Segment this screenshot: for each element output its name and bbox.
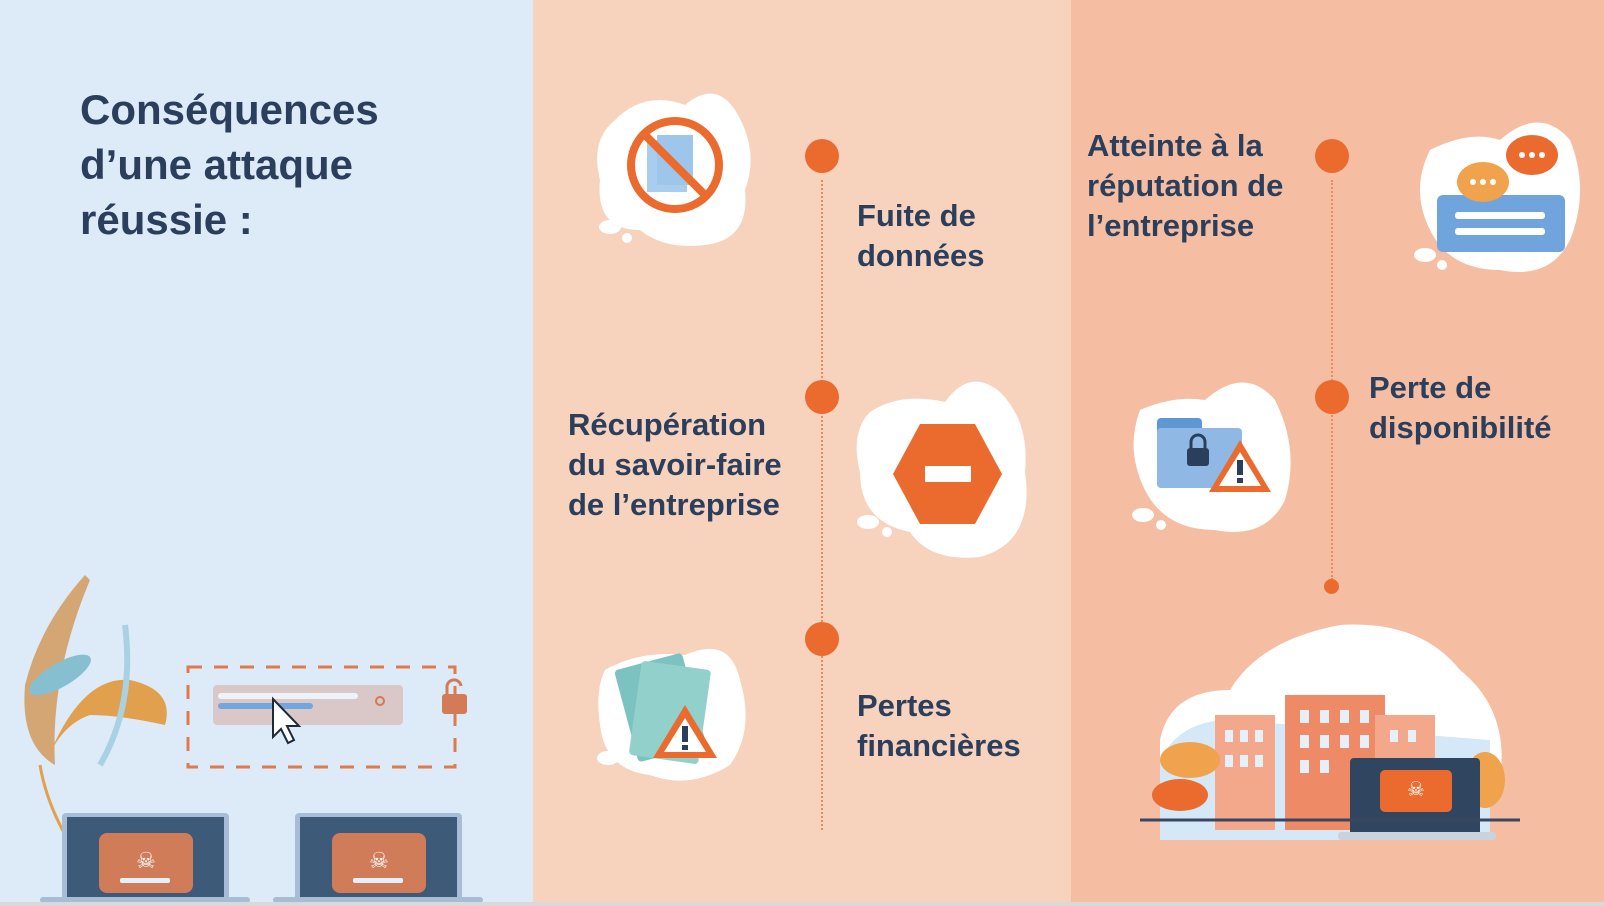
- item-line: Perte de: [1369, 370, 1492, 405]
- item-fuite-de-donnees: Fuite de données: [857, 196, 984, 276]
- timeline-dot: [1315, 139, 1349, 173]
- title-line: d’une attaque: [80, 141, 354, 188]
- item-atteinte-reputation: Atteinte à la réputation de l’entreprise: [1087, 126, 1283, 246]
- item-line: Récupération: [568, 407, 767, 442]
- item-line: réputation de: [1087, 168, 1284, 203]
- item-line: de l’entreprise: [568, 487, 780, 522]
- title-line: réussie :: [80, 196, 253, 243]
- hacked-laptops-illustration: ☠ ☠: [24, 575, 483, 902]
- item-line: Pertes: [857, 688, 952, 723]
- timeline-dot: [805, 380, 839, 414]
- no-data-icon: [597, 93, 751, 247]
- svg-text:☠: ☠: [369, 848, 389, 873]
- item-line: disponibilité: [1369, 410, 1552, 445]
- timeline-dot: [805, 139, 839, 173]
- item-recuperation-savoir-faire: Récupération du savoir-faire de l’entrep…: [568, 405, 782, 525]
- item-line: financières: [857, 728, 1021, 763]
- locked-folder-warning-icon: [1132, 382, 1291, 532]
- timeline-dot: [1315, 380, 1349, 414]
- item-line: l’entreprise: [1087, 208, 1255, 243]
- svg-text:☠: ☠: [136, 848, 156, 873]
- stop-hexagon-icon: [856, 381, 1027, 558]
- chat-bubbles-icon: [1414, 122, 1580, 272]
- page-title: Conséquences d’une attaque réussie :: [80, 82, 379, 247]
- money-warning-icon: [597, 648, 746, 781]
- timeline-dotted-line: [821, 180, 823, 830]
- left-panel: [0, 0, 533, 902]
- timeline-dot: [805, 622, 839, 656]
- title-line: Conséquences: [80, 86, 379, 133]
- item-line: Atteinte à la: [1087, 128, 1263, 163]
- item-perte-disponibilite: Perte de disponibilité: [1369, 368, 1552, 448]
- item-pertes-financieres: Pertes financières: [857, 686, 1021, 766]
- building-laptop-illustration: ☠: [1140, 624, 1520, 840]
- item-line: données: [857, 238, 985, 273]
- item-line: du savoir-faire: [568, 447, 782, 482]
- timeline-end-dot: [1324, 579, 1339, 594]
- svg-text:☠: ☠: [1407, 779, 1425, 801]
- item-line: Fuite de: [857, 198, 976, 233]
